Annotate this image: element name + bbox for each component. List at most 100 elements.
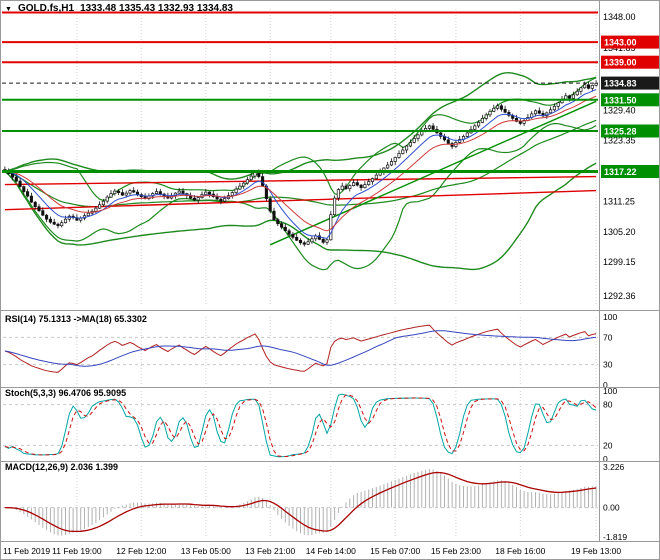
stoch-panel: 100 80 20 0 bbox=[3, 386, 617, 464]
moving-averages bbox=[4, 88, 597, 239]
trendline[interactable] bbox=[269, 100, 597, 246]
candle-body bbox=[37, 206, 41, 212]
price-axis-label: 1299.15 bbox=[603, 257, 636, 267]
price-badge[interactable] bbox=[601, 93, 660, 107]
stoch-indicator-label: Stoch(5,3,3) 96.4706 95.9095 bbox=[5, 388, 127, 398]
symbol-title: GOLD.fs,H1 bbox=[17, 3, 75, 14]
rsi-ma-line bbox=[4, 330, 597, 367]
candle-body bbox=[230, 192, 234, 196]
bb-fast-lower bbox=[4, 122, 597, 271]
macd-indicator-label: MACD(12,26,9) 2.036 1.399 bbox=[5, 462, 119, 472]
candle-body bbox=[306, 241, 310, 245]
horizontal-levels[interactable] bbox=[2, 11, 598, 173]
macd-panel: 3.226 0.00 -1.819 bbox=[3, 462, 627, 542]
candle-body bbox=[41, 210, 45, 216]
time-axis-label: 11 Feb 19:00 bbox=[52, 546, 102, 556]
price-badge-label: 1317.22 bbox=[604, 167, 637, 177]
time-axis-label: 15 Feb 07:00 bbox=[370, 546, 420, 556]
candle-body bbox=[223, 198, 227, 202]
chart-header: ▼ GOLD.fs,H1 1333.48 1335.43 1332.93 133… bbox=[5, 3, 233, 14]
price-badge-label: 1343.00 bbox=[604, 38, 637, 48]
price-badge[interactable] bbox=[601, 35, 660, 49]
candle-body bbox=[439, 132, 443, 137]
candle-body bbox=[488, 110, 492, 116]
stoch-d-line bbox=[4, 394, 597, 458]
candle-body bbox=[98, 204, 102, 209]
price-badge[interactable] bbox=[601, 55, 660, 69]
stoch-axis-label: 100 bbox=[603, 386, 617, 396]
grid-lines bbox=[76, 9, 597, 538]
candle-body bbox=[496, 105, 500, 109]
candle-body bbox=[22, 186, 26, 192]
candle-body bbox=[261, 176, 265, 187]
candle-body bbox=[56, 223, 60, 227]
candle-body bbox=[291, 233, 295, 238]
candle-body bbox=[158, 191, 162, 195]
price-badge[interactable] bbox=[601, 165, 660, 178]
candle-body bbox=[503, 108, 507, 113]
candle-body bbox=[397, 153, 401, 158]
time-axis-label: 13 Feb 21:00 bbox=[245, 546, 295, 556]
time-axis-label: 13 Feb 05:00 bbox=[181, 546, 231, 556]
trendline[interactable] bbox=[4, 175, 597, 186]
rsi-axis-label: 70 bbox=[603, 332, 613, 342]
candle-body bbox=[514, 118, 519, 122]
candle-body bbox=[401, 149, 405, 154]
candle-body bbox=[465, 132, 469, 137]
candle-body bbox=[571, 94, 575, 99]
candle-body bbox=[94, 207, 98, 212]
rsi-panel: 100 70 30 0 bbox=[3, 312, 617, 390]
trendlines[interactable] bbox=[4, 100, 597, 246]
candle-body bbox=[556, 102, 560, 107]
price-badge-label: 1339.00 bbox=[604, 58, 637, 68]
candle-body bbox=[594, 82, 598, 86]
candle-body bbox=[207, 191, 212, 195]
candle-body bbox=[298, 239, 303, 244]
candle-body bbox=[586, 84, 591, 89]
time-axis-label: 15 Feb 23:00 bbox=[431, 546, 481, 556]
candle-body bbox=[359, 184, 363, 188]
candle-body bbox=[355, 182, 359, 186]
candle-body bbox=[579, 87, 583, 92]
panel-borders bbox=[1, 1, 659, 542]
price-badge[interactable] bbox=[601, 76, 660, 90]
time-axis[interactable]: 11 Feb 2019 11 Feb 19:00 12 Feb 12:00 13 Fe… bbox=[3, 546, 621, 556]
candle-body bbox=[389, 161, 394, 166]
candle-body bbox=[14, 176, 18, 182]
price-axis-label: 1305.20 bbox=[603, 227, 636, 237]
candle-body bbox=[132, 190, 136, 193]
candle-body bbox=[238, 185, 242, 190]
candle-body bbox=[215, 196, 219, 200]
candle-body bbox=[268, 198, 272, 212]
price-axis-label: 1323.35 bbox=[603, 136, 636, 146]
candle-body bbox=[374, 174, 378, 179]
time-axis-label: 12 Feb 12:00 bbox=[116, 546, 166, 556]
candle-body bbox=[583, 84, 587, 89]
candle-body bbox=[276, 219, 280, 225]
candle-body bbox=[192, 197, 196, 201]
candle-body bbox=[10, 173, 15, 178]
rsi-axis-label: 100 bbox=[603, 312, 617, 322]
candle-body bbox=[473, 125, 477, 130]
candle-body bbox=[340, 185, 344, 190]
price-badge-label: 1331.50 bbox=[604, 95, 637, 105]
rsi-indicator-label: RSI(14) 75.1313 ->MA(18) 65.3302 bbox=[5, 314, 147, 324]
candle-body bbox=[333, 197, 337, 216]
candle-body bbox=[310, 238, 314, 243]
candle-body bbox=[283, 226, 287, 232]
candle-body bbox=[295, 236, 299, 241]
bb-fast-upper bbox=[4, 77, 597, 202]
price-badge[interactable] bbox=[601, 124, 660, 138]
candle-body bbox=[412, 138, 416, 143]
stoch-axis-label: 0 bbox=[603, 454, 608, 464]
candle-body bbox=[105, 196, 109, 202]
candle-body bbox=[575, 90, 579, 96]
candle-body bbox=[484, 114, 488, 119]
candle-body bbox=[325, 239, 329, 243]
stoch-k-line bbox=[4, 393, 597, 458]
price-axis[interactable]: 1348.001341.851329.401323.351311.251305.… bbox=[601, 12, 660, 301]
candle-body bbox=[348, 185, 352, 189]
candle-body bbox=[363, 184, 367, 188]
rsi-axis-label: 0 bbox=[603, 380, 608, 390]
